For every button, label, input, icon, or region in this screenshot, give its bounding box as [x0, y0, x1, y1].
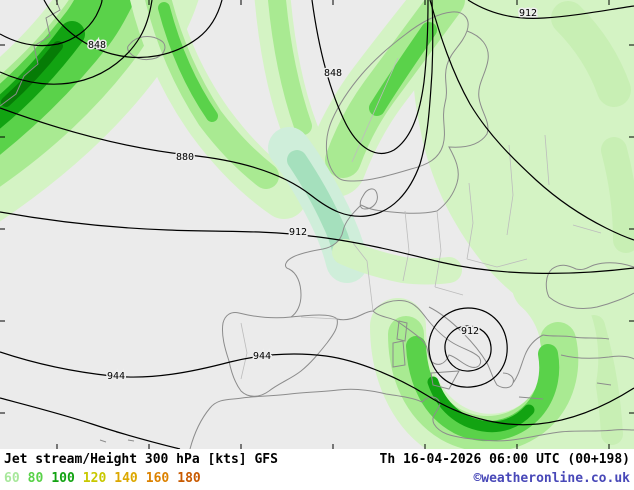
coast-corsica	[396, 320, 408, 342]
footer-title-row: Jet stream/Height 300 hPa [kts] GFS Th 1…	[4, 451, 630, 468]
coast-italy	[372, 300, 482, 368]
valid-time-label: Th 16-04-2026 06:00 UTC (00+198)	[379, 452, 630, 467]
coast-france-med	[336, 310, 374, 321]
coast-scandinavia	[326, 11, 469, 182]
copyright-link[interactable]: ©weatheronline.co.uk	[473, 471, 630, 486]
coastlines	[0, 0, 634, 449]
coast-denmark	[359, 188, 378, 210]
coast-sicily	[430, 370, 460, 390]
contour-label: 944	[253, 351, 271, 362]
coast-baltic	[360, 30, 489, 214]
legend-value: 100	[51, 471, 75, 486]
legend-value: 60	[4, 471, 20, 486]
contour-label: 912	[461, 326, 479, 337]
legend-value: 80	[27, 471, 44, 486]
footer-legend-row: 60 80 100 120 140 160 180 ©weatheronline.co.uk	[4, 470, 630, 487]
coast-sardinia	[392, 340, 406, 368]
coast-crete	[518, 396, 544, 400]
country-borders	[240, 57, 602, 380]
contour-label: 912	[289, 227, 307, 238]
map-area: 912 848 848 880 912 944 944 912	[0, 0, 634, 449]
contour-label: 848	[324, 68, 342, 79]
coast-westeurope	[285, 204, 362, 318]
speed-legend: 60 80 100 120 140 160 180	[4, 470, 209, 487]
coast-blacksea	[545, 262, 634, 310]
legend-value: 120	[82, 471, 107, 486]
contour-label: 880	[176, 152, 194, 163]
coast-greenland	[0, 0, 61, 107]
chart-footer: Jet stream/Height 300 hPa [kts] GFS Th 1…	[0, 449, 634, 490]
legend-value: 160	[145, 471, 170, 486]
legend-value: 140	[114, 471, 138, 486]
contour-label: 944	[107, 371, 125, 382]
contour-labels: 912 848 848 880 912 944 944 912	[86, 7, 538, 384]
legend-value: 180	[177, 471, 201, 486]
coast-balkans-greece	[428, 306, 610, 389]
jet-shading	[0, 0, 634, 449]
edge-ticks	[0, 0, 634, 449]
coast-africa	[189, 388, 634, 449]
contour-label: 912	[519, 8, 537, 19]
coast-cyprus	[596, 382, 612, 386]
coast-islands-sw	[99, 431, 135, 443]
contour-label: 848	[88, 40, 106, 51]
coast-iceland	[127, 36, 166, 61]
parameter-label: Jet stream/Height 300 hPa [kts] GFS	[4, 452, 278, 467]
coast-iberia	[222, 312, 338, 397]
height-contours	[0, 0, 634, 449]
europe-map-svg: 912 848 848 880 912 944 944 912	[0, 0, 634, 449]
coast-anatolia	[560, 354, 634, 360]
